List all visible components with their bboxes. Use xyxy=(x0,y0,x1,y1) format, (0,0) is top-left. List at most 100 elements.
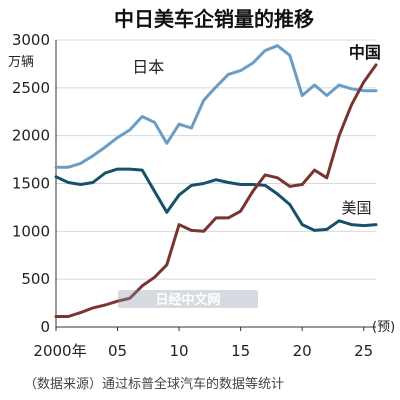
data-point xyxy=(325,228,328,231)
data-point xyxy=(215,217,217,219)
watermark-text: 日经中文网 xyxy=(155,292,220,308)
y-tick-label: 2500 xyxy=(12,79,50,97)
data-point xyxy=(289,185,291,188)
y-tick-label: 3000 xyxy=(12,31,50,49)
data-point xyxy=(67,315,70,318)
series-line-0 xyxy=(54,44,378,169)
data-point xyxy=(313,229,316,232)
data-point xyxy=(375,64,377,66)
x-axis-ticks: 2000年 05 10 15 20 25 xyxy=(33,327,373,360)
gridlines xyxy=(56,39,376,280)
data-point xyxy=(227,181,230,184)
data-point xyxy=(116,136,119,139)
forecast-label: (预) xyxy=(372,320,395,335)
data-point xyxy=(362,89,365,92)
data-point xyxy=(215,178,217,181)
data-point xyxy=(252,183,254,186)
data-point xyxy=(338,84,340,86)
data-point xyxy=(289,54,291,57)
data-point xyxy=(276,44,279,47)
data-point xyxy=(129,168,131,170)
series-lines xyxy=(54,44,378,318)
data-point xyxy=(141,285,143,287)
x-tick-label: 2000年 xyxy=(33,342,86,360)
source-note: （数据来源）通过标普全球汽车的数据等统计 xyxy=(24,376,284,392)
data-point xyxy=(79,183,82,186)
data-point xyxy=(104,304,107,306)
x-tick-label: 20 xyxy=(293,342,312,360)
series-label: 日本 xyxy=(132,58,164,77)
data-point xyxy=(55,315,57,318)
data-point xyxy=(178,223,180,226)
data-point xyxy=(79,311,82,314)
x-tick-label: 05 xyxy=(108,342,127,360)
data-point xyxy=(153,276,156,279)
data-point xyxy=(202,230,205,233)
data-point xyxy=(141,115,143,118)
data-point xyxy=(165,211,168,213)
data-point xyxy=(239,69,242,72)
data-point xyxy=(153,190,156,192)
data-point xyxy=(325,176,328,179)
chart-title: 中日美车企销量的推移 xyxy=(114,7,314,31)
y-tick-label: 1000 xyxy=(12,222,50,240)
data-point xyxy=(350,104,353,106)
series-label: 美国 xyxy=(342,199,372,217)
data-point xyxy=(276,193,279,195)
series-label: 中国 xyxy=(349,43,381,62)
data-point xyxy=(301,183,303,186)
x-tick-label: 10 xyxy=(170,342,189,360)
data-point xyxy=(338,220,340,222)
data-point xyxy=(301,223,303,226)
data-point xyxy=(104,146,107,148)
data-point xyxy=(264,174,267,176)
data-point xyxy=(252,190,254,192)
data-point xyxy=(153,121,156,124)
data-point xyxy=(55,176,57,178)
x-tick-label: 15 xyxy=(231,342,250,360)
data-point xyxy=(239,210,242,213)
data-point xyxy=(264,49,267,52)
data-point xyxy=(202,182,205,185)
data-point xyxy=(362,81,365,83)
data-point xyxy=(67,166,70,169)
data-point xyxy=(92,307,94,309)
data-point xyxy=(55,166,57,169)
data-point xyxy=(92,154,94,157)
data-point xyxy=(252,62,254,64)
data-point xyxy=(301,94,303,97)
y-tick-label: 0 xyxy=(40,318,50,336)
data-point xyxy=(227,217,230,219)
y-axis-label: 万辆 xyxy=(8,55,34,70)
data-point xyxy=(350,223,353,226)
data-point xyxy=(338,134,340,137)
watermark-box xyxy=(118,290,258,308)
data-point xyxy=(190,127,193,129)
y-tick-label: 1500 xyxy=(12,175,50,193)
data-point xyxy=(165,264,168,266)
y-tick-label: 500 xyxy=(21,270,50,288)
data-point xyxy=(79,162,82,165)
data-point xyxy=(141,169,143,171)
data-point xyxy=(350,87,353,90)
data-point xyxy=(116,168,119,170)
data-point xyxy=(215,86,217,88)
data-point xyxy=(227,73,230,76)
data-point xyxy=(116,300,119,302)
data-point xyxy=(313,84,316,86)
data-point xyxy=(362,224,365,227)
data-point xyxy=(178,123,180,125)
data-point xyxy=(104,172,107,174)
data-point xyxy=(264,184,267,187)
data-point xyxy=(375,89,377,92)
x-tick-label: 25 xyxy=(354,342,373,360)
data-point xyxy=(165,142,168,145)
data-point xyxy=(325,94,328,97)
data-point xyxy=(190,229,193,232)
data-point xyxy=(129,129,131,131)
data-point xyxy=(67,181,70,184)
data-point xyxy=(190,184,193,187)
data-point xyxy=(178,194,180,196)
